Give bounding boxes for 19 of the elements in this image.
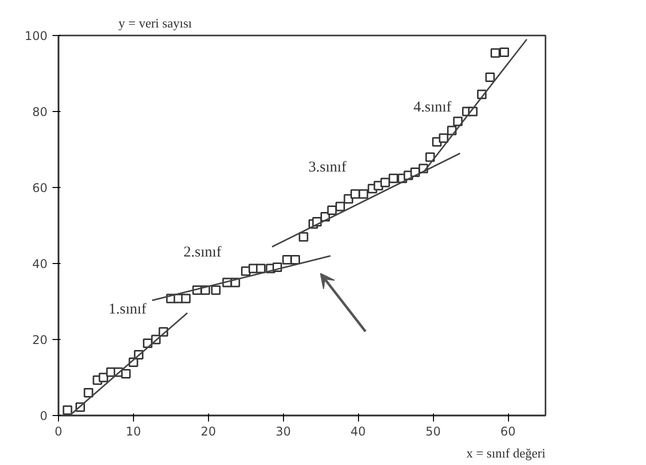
y-tick-label: 0 (40, 409, 48, 423)
x-tick-label: 50 (425, 424, 441, 438)
x-tick-label: 40 (350, 424, 366, 438)
y-tick-label: 80 (32, 105, 48, 119)
annotation: 4.sınıf (414, 100, 452, 116)
x-tick-label: 10 (126, 424, 142, 438)
annotation: 3.sınıf (308, 160, 346, 176)
x-tick-label: 60 (500, 424, 516, 438)
y-tick-label: 20 (32, 333, 48, 347)
y-tick-label: 60 (32, 181, 48, 195)
x-tick-label: 30 (276, 424, 291, 438)
x-tick-label: 0 (54, 424, 62, 438)
annotation: 1.sınıf (108, 302, 146, 318)
x-tick-label: 20 (200, 424, 216, 438)
annotation: 2.sınıf (184, 244, 222, 260)
x-axis-title: x = sınıf değeri (466, 446, 546, 460)
y-axis-title: y = veri sayısı (118, 16, 192, 30)
y-tick-label: 100 (24, 29, 48, 43)
y-tick-label: 40 (32, 257, 48, 271)
